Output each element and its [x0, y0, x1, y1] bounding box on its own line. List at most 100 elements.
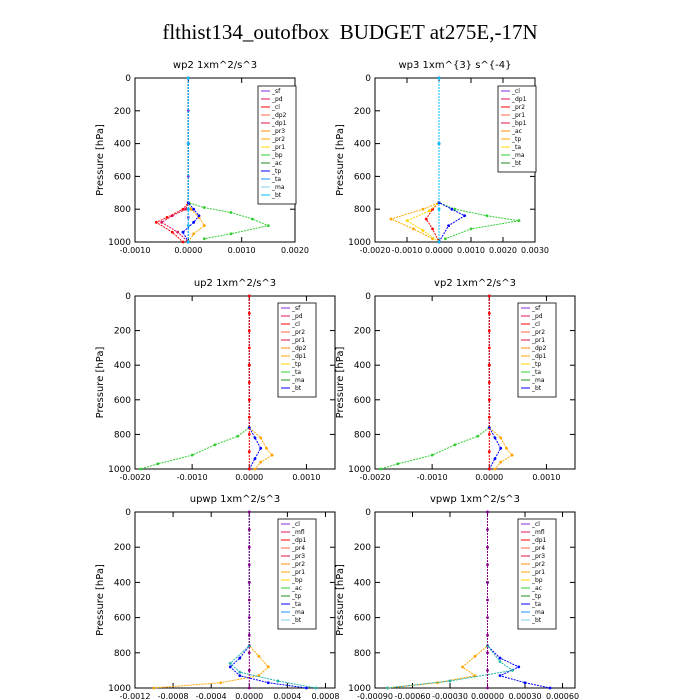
- data-point: [431, 227, 434, 231]
- x-tick-label: -0.0010: [392, 246, 423, 255]
- data-point: [247, 563, 251, 567]
- data-point: [499, 460, 503, 464]
- legend-label: _pr2: [271, 136, 285, 143]
- data-point: [487, 433, 491, 436]
- data-point: [396, 462, 400, 466]
- legend-box: [277, 518, 317, 630]
- data-point: [421, 207, 425, 211]
- data-point: [437, 142, 441, 146]
- data-point: [139, 467, 143, 471]
- data-point: [247, 450, 251, 454]
- data-point: [437, 207, 441, 211]
- legend-label: _mfl: [291, 529, 305, 536]
- legend-label: _dp1: [511, 96, 527, 103]
- data-point: [219, 681, 223, 685]
- data-point: [486, 669, 489, 672]
- data-point: [186, 142, 190, 146]
- legend-label: _dp1: [291, 353, 307, 360]
- data-point: [453, 207, 457, 211]
- y-axis-label: Pressure [hPa]: [95, 347, 106, 419]
- legend-label: _ta: [531, 369, 541, 376]
- legend-label: _bp: [291, 577, 303, 584]
- x-tick-label: 0.0000: [475, 473, 503, 482]
- data-point: [444, 237, 447, 241]
- legend-box: [277, 302, 317, 398]
- legend-label: _bp: [531, 577, 543, 584]
- y-tick-label: 0: [125, 74, 131, 84]
- legend-box: [497, 85, 537, 173]
- legend-label: _cl: [531, 321, 540, 328]
- data-point: [253, 436, 257, 440]
- data-point: [487, 450, 491, 454]
- data-point: [517, 665, 521, 669]
- legend-label: _pr1: [291, 569, 305, 576]
- data-point: [499, 446, 503, 450]
- data-point: [386, 686, 389, 690]
- legend-label: _mfl: [531, 529, 545, 536]
- data-point: [305, 686, 308, 690]
- data-point: [186, 207, 190, 211]
- data-point: [447, 224, 450, 228]
- data-point: [469, 227, 473, 231]
- data-point: [247, 311, 251, 315]
- figure-title: flthist134_outofbox BUDGET at275E,-17N: [162, 20, 538, 44]
- data-point: [213, 443, 217, 447]
- x-tick-label: -0.00060: [395, 692, 431, 700]
- data-point: [259, 436, 263, 440]
- data-point: [266, 681, 270, 685]
- legend-label: _pd: [271, 96, 283, 103]
- legend-label: _pr1: [531, 337, 545, 344]
- data-point: [247, 686, 251, 690]
- data-point: [247, 467, 251, 471]
- legend-label: _pr4: [531, 545, 545, 552]
- y-tick-label: 400: [114, 578, 131, 588]
- y-tick-label: 1000: [348, 465, 371, 475]
- y-tick-label: 1000: [348, 684, 371, 694]
- data-point: [421, 229, 425, 232]
- data-point: [181, 240, 185, 244]
- data-point: [184, 207, 188, 211]
- data-point: [253, 467, 257, 471]
- y-axis-label: Pressure [hPa]: [95, 124, 106, 196]
- legend-label: _dp2: [271, 112, 287, 119]
- data-point: [238, 656, 242, 660]
- chart-title: up2 1xm^2/s^3: [194, 278, 276, 289]
- data-point: [247, 528, 251, 531]
- y-tick-label: 800: [114, 205, 131, 215]
- data-point: [170, 230, 174, 234]
- data-point: [160, 220, 164, 224]
- y-tick-label: 800: [114, 649, 131, 659]
- y-axis-label: Pressure [hPa]: [335, 564, 346, 636]
- data-point: [247, 415, 251, 419]
- data-point: [236, 434, 240, 438]
- data-point: [487, 381, 491, 384]
- data-point: [247, 433, 251, 436]
- x-tick-label: -0.0012: [120, 692, 151, 700]
- legend-label: _pr2: [291, 329, 305, 336]
- y-tick-label: 600: [114, 172, 131, 182]
- data-point: [181, 207, 185, 211]
- legend-label: _tp: [511, 136, 521, 143]
- y-axis-label: Pressure [hPa]: [335, 124, 346, 196]
- data-point: [247, 545, 251, 549]
- legend-label: _cl: [291, 521, 300, 528]
- x-tick-label: 0.0020: [489, 246, 517, 255]
- data-point: [154, 220, 158, 224]
- legend-label: _bt: [511, 160, 522, 167]
- y-tick-label: 0: [365, 74, 371, 84]
- legend-label: _dp2: [531, 345, 547, 352]
- data-point: [487, 467, 491, 471]
- legend-label: _pr3: [291, 553, 305, 560]
- legend-label: _pr3: [531, 553, 545, 560]
- legend-label: _dp2: [291, 345, 307, 352]
- data-point: [253, 457, 257, 461]
- chart-title: upwp 1xm^2/s^3: [190, 494, 280, 505]
- y-tick-label: 0: [125, 292, 131, 302]
- data-point: [229, 232, 233, 236]
- data-point: [511, 669, 514, 672]
- data-point: [493, 457, 497, 461]
- legend-label: _ac: [511, 128, 522, 135]
- data-point: [266, 665, 270, 669]
